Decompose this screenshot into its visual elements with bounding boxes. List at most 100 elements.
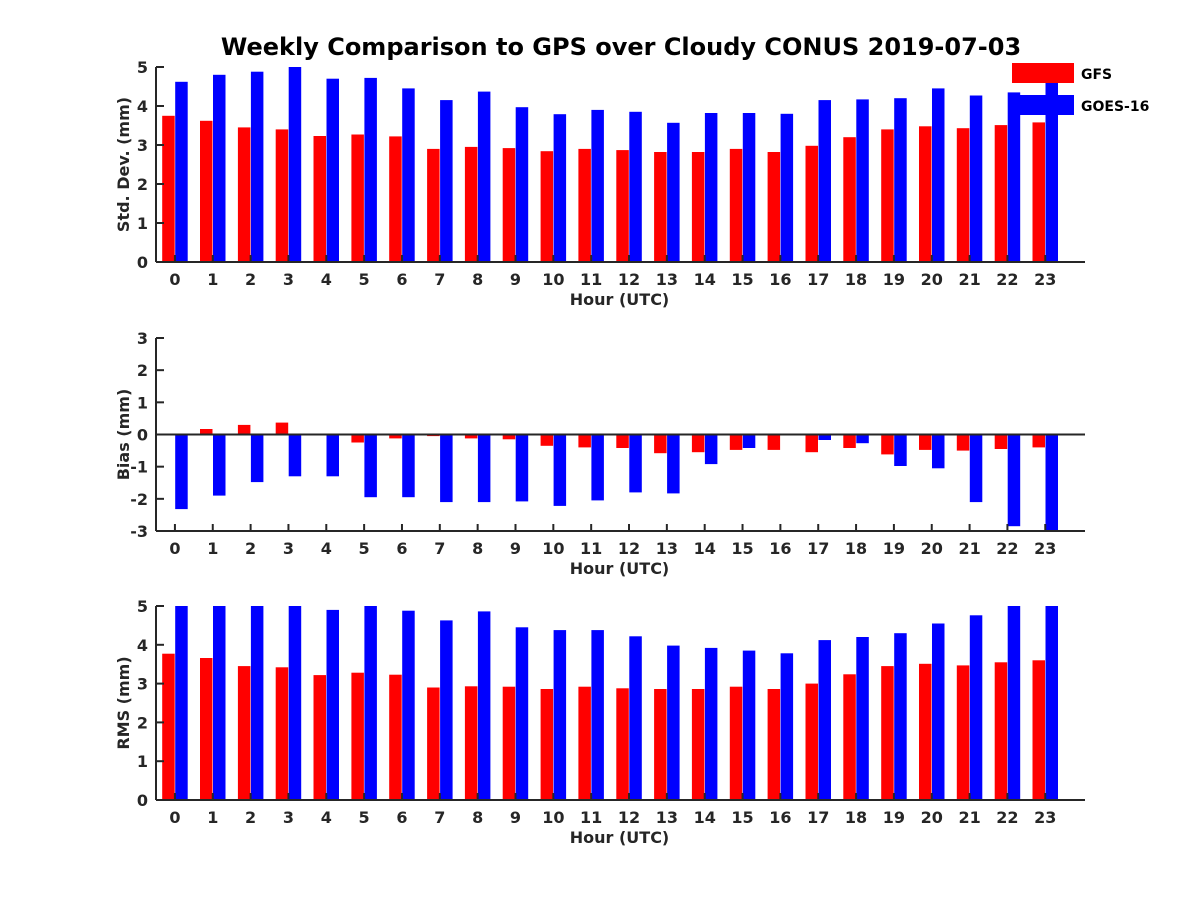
bar-gfs-2: [237, 127, 251, 263]
x-tick-label: 0: [169, 808, 180, 827]
bar-goes16-12: [629, 636, 642, 800]
bar-gfs-17: [805, 145, 818, 262]
x-tick-label: 2: [245, 539, 256, 558]
x-tick-label: 13: [656, 808, 678, 827]
bar-goes16-10: [553, 114, 567, 262]
bar-gfs-18: [843, 137, 856, 262]
bar-goes16-12: [629, 434, 642, 493]
bar-gfs-8: [464, 686, 478, 800]
bar-gfs-12: [616, 434, 629, 448]
bar-gfs-16: [767, 434, 781, 450]
x-tick-label: 19: [883, 270, 905, 289]
x-tick-label: 1: [207, 808, 218, 827]
x-tick-label: 15: [731, 270, 753, 289]
x-tick-label: 7: [434, 539, 445, 558]
y-tick-label: -3: [130, 522, 148, 541]
x-tick-label: 20: [921, 270, 943, 289]
y-tick-label: 3: [137, 675, 148, 694]
bar-gfs-18: [843, 674, 856, 800]
y-tick-label: -1: [130, 458, 148, 477]
y-tick-label: 2: [137, 175, 148, 194]
x-tick-label: 12: [618, 270, 640, 289]
bar-goes16-15: [742, 434, 756, 448]
x-tick-label: 5: [359, 808, 370, 827]
bar-goes16-23: [1045, 434, 1058, 531]
bar-gfs-19: [881, 129, 894, 262]
y-tick-label: 1: [137, 393, 148, 412]
x-tick-label: 17: [807, 808, 829, 827]
bar-goes16-0: [175, 606, 188, 800]
x-tick-label: 0: [169, 270, 180, 289]
bar-goes16-23: [1045, 67, 1058, 262]
bar-goes16-22: [1007, 434, 1021, 527]
bar-gfs-21: [956, 128, 970, 262]
bar-gfs-13: [654, 434, 667, 454]
bar-gfs-14: [691, 152, 705, 262]
y-tick-label: 3: [137, 136, 148, 155]
x-tick-label: 1: [207, 539, 218, 558]
x-tick-label: 15: [731, 808, 753, 827]
y-tick-label: 5: [137, 597, 148, 616]
x-tick-label: 21: [958, 539, 980, 558]
bar-gfs-20: [919, 126, 932, 262]
bar-goes16-5: [364, 606, 377, 800]
bar-gfs-0: [162, 115, 175, 263]
bar-goes16-7: [440, 620, 453, 800]
bar-goes16-0: [175, 434, 188, 510]
bar-goes16-8: [477, 434, 491, 503]
bar-goes16-21: [969, 95, 983, 262]
x-tick-label: 21: [958, 270, 980, 289]
x-tick-label: 15: [731, 539, 753, 558]
bar-gfs-5: [351, 134, 364, 262]
x-tick-label: 9: [510, 539, 521, 558]
bar-goes16-4: [326, 78, 339, 262]
x-tick-label: 17: [807, 270, 829, 289]
bar-goes16-6: [402, 88, 415, 263]
x-tick-label: 17: [807, 539, 829, 558]
x-tick-label: 14: [694, 270, 716, 289]
x-axis-label: Hour (UTC): [570, 559, 670, 578]
bar-gfs-18: [843, 434, 856, 448]
bar-gfs-23: [1032, 122, 1045, 263]
x-tick-label: 0: [169, 539, 180, 558]
x-tick-label: 12: [618, 808, 640, 827]
bar-gfs-7: [427, 687, 440, 800]
x-tick-label: 11: [580, 539, 602, 558]
y-tick-label: 1: [137, 214, 148, 233]
bar-goes16-16: [780, 653, 794, 800]
bar-gfs-4: [313, 675, 326, 800]
bar-gfs-1: [200, 429, 213, 435]
y-axis-label: Std. Dev. (mm): [114, 97, 133, 232]
x-tick-label: 18: [845, 808, 867, 827]
bar-gfs-10: [540, 434, 554, 446]
bar-gfs-6: [389, 434, 402, 439]
legend-label-goes16: GOES-16: [1081, 99, 1149, 115]
bar-gfs-3: [275, 129, 289, 262]
bar-gfs-17: [805, 683, 818, 800]
bar-goes16-18: [856, 99, 869, 263]
bar-gfs-6: [389, 674, 402, 800]
y-tick-label: 4: [137, 636, 148, 655]
x-tick-label: 3: [283, 808, 294, 827]
bar-gfs-7: [427, 148, 440, 262]
x-tick-label: 20: [921, 539, 943, 558]
y-tick-label: 2: [137, 713, 148, 732]
y-tick-label: 4: [137, 97, 148, 116]
x-tick-label: 3: [283, 539, 294, 558]
bar-gfs-1: [200, 658, 213, 800]
x-tick-label: 4: [321, 270, 332, 289]
x-axis-label: Hour (UTC): [570, 290, 670, 309]
bar-gfs-21: [956, 665, 970, 800]
bar-gfs-2: [237, 424, 251, 435]
x-tick-label: 10: [542, 808, 564, 827]
x-tick-label: 23: [1034, 808, 1056, 827]
bar-gfs-9: [502, 148, 516, 262]
bar-goes16-3: [288, 434, 302, 477]
x-tick-label: 9: [510, 270, 521, 289]
y-axis-label: Bias (mm): [114, 389, 133, 481]
bar-gfs-8: [464, 146, 478, 262]
bar-goes16-6: [402, 610, 415, 800]
x-tick-label: 4: [321, 808, 332, 827]
